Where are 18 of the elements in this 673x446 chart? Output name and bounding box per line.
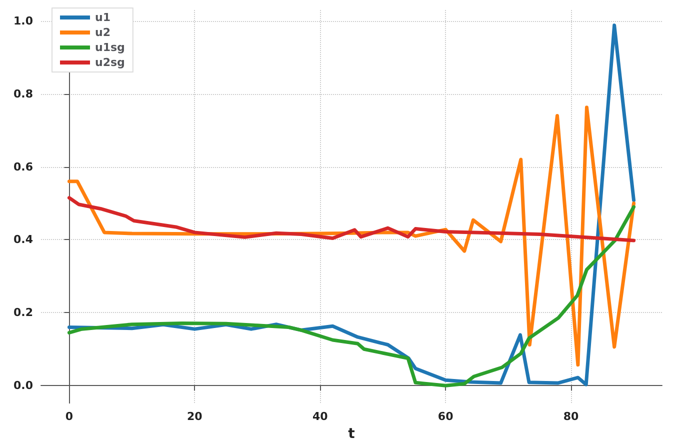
legend-label: u1sg: [95, 41, 125, 54]
y-tick-label: 0.0: [14, 379, 34, 392]
legend-label: u2: [95, 26, 110, 39]
x-tick-label: 60: [438, 410, 454, 424]
y-tick-label: 0.2: [14, 306, 33, 320]
legend-label: u1: [95, 11, 110, 24]
y-tick-label: 0.4: [14, 233, 34, 246]
line-series: [67, 205, 636, 388]
x-tick-label: 20: [187, 410, 203, 424]
legend-label: u2sg: [95, 56, 125, 69]
x-axis-title: t: [348, 426, 356, 442]
y-tick-label: 0.6: [14, 160, 34, 174]
y-tick-label: 0.8: [14, 87, 33, 100]
y-tick-label: 1.0: [14, 14, 34, 28]
x-tick-label: 80: [563, 410, 580, 424]
line-series: [67, 196, 636, 242]
x-tick-label: 0: [65, 410, 74, 424]
x-tick-label: 40: [312, 410, 328, 424]
